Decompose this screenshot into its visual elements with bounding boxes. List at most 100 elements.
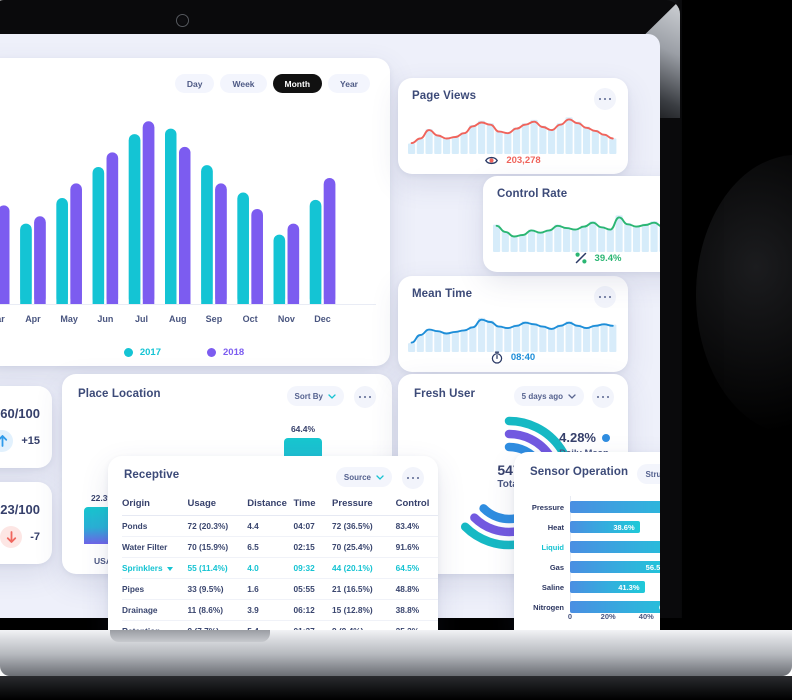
control-rate-value: 39.4%: [594, 252, 622, 264]
table-cell-distance: 4.0: [247, 563, 259, 573]
table-row[interactable]: Sprinklers 55 (11.4%) 4.0 09:32 44 (20.1%) 64…: [122, 558, 438, 579]
sensor-bar: 56.5%: [570, 561, 660, 573]
sensor-bar-value: 38.6%: [613, 522, 635, 532]
place-location-menu-button[interactable]: [354, 386, 376, 408]
page-views-value: 203,278: [506, 155, 541, 166]
structure-label: Structure: [645, 469, 660, 479]
table-cell-control: 25.3%: [396, 626, 438, 630]
x-axis-label: Dec: [314, 314, 331, 324]
sort-by-dropdown[interactable]: Sort By: [286, 386, 344, 406]
sensor-row-label: Pressure: [531, 502, 564, 512]
arrow-up-icon: [0, 430, 14, 452]
sensor-x-tick: 20%: [600, 612, 616, 621]
timeframe-week[interactable]: Week: [220, 74, 267, 93]
table-cell-usage: 70 (15.9%): [187, 542, 229, 552]
table-cell-origin: Water Filter: [122, 542, 168, 552]
table-cell-usage: 11 (8.6%): [187, 605, 224, 615]
chart-legend: 2017 2018: [0, 347, 390, 358]
sensor-row-label: Heat: [547, 522, 564, 532]
control-rate-title: Control Rate: [497, 188, 568, 200]
caret-down-icon: [166, 567, 173, 571]
table-cell-time: 04:07: [293, 521, 315, 531]
sensor-bar: 38.6%: [570, 521, 640, 533]
receptive-menu-button[interactable]: [402, 467, 424, 489]
sensor-row: Saline 41.3%: [524, 578, 660, 596]
table-header-cell: Control: [395, 498, 430, 509]
mean-time-menu-button[interactable]: [594, 286, 616, 308]
chevron-down-icon: [568, 393, 576, 399]
x-axis-label: Aug: [169, 314, 187, 324]
table-cell-time: 01:37: [294, 626, 333, 630]
timeframe-day[interactable]: Day: [174, 74, 215, 93]
table-header-row: Origin Usage Distance Time Pressure Control: [122, 492, 438, 516]
fresh-user-period-label: 5 days ago: [521, 391, 563, 401]
sensor-bar-track: 38.6%: [570, 521, 660, 533]
table-cell-control: 64.5%: [395, 563, 420, 573]
table-row[interactable]: Retention9 (7.7%)5.401:379 (9.4%)25.3%: [122, 621, 438, 630]
chevron-down-icon: [376, 474, 384, 480]
table-cell-time: 02:15: [293, 542, 315, 552]
page-views-footer: 203,278: [398, 155, 628, 166]
sensor-bar-value: 56.5%: [645, 562, 660, 572]
clock-icon: [491, 351, 503, 364]
page-views-menu-button[interactable]: [594, 88, 616, 110]
score-card-second: 23/100 -7: [0, 482, 52, 564]
arrow-down-icon: [0, 526, 23, 548]
table-cell-time: 09:32: [293, 563, 315, 573]
place-location-title: Place Location: [78, 388, 161, 400]
control-rate-footer: 39.4%: [483, 252, 660, 264]
control-rate-card: Control Rate 39.4%: [483, 176, 660, 272]
table-cell-control: 91.6%: [395, 542, 420, 552]
fresh-user-menu-button[interactable]: [592, 386, 614, 408]
table-cell-distance: 3.9: [247, 605, 259, 615]
page-views-title: Page Views: [412, 90, 477, 102]
table-row[interactable]: Water Filter 70 (15.9%) 6.5 02:15 70 (25.4%)…: [122, 537, 438, 558]
table-row[interactable]: Drainage 11 (8.6%) 3.9 06:12 15 (12.8%) 38.8%: [122, 600, 438, 621]
legend-dot-2017: [123, 348, 133, 357]
sensor-row: Heat 38.6%: [524, 518, 660, 536]
sort-by-label: Sort By: [294, 391, 323, 401]
receptive-table: Origin Usage Distance Time Pressure Control Po…: [122, 492, 438, 630]
sensor-bar-track: 41.3%: [570, 581, 660, 593]
place-location-x-label: USA: [94, 556, 112, 566]
timeframe-year[interactable]: Year: [328, 74, 370, 93]
table-cell-time: 06:12: [293, 605, 315, 615]
fresh-user-total-label: Total: [497, 479, 521, 490]
table-row[interactable]: Pipes 33 (9.5%) 1.6 05:55 21 (16.5%) 48.8%: [122, 579, 438, 600]
table-cell-origin: Ponds: [122, 521, 148, 531]
laptop-shadow: [0, 676, 792, 700]
table-row[interactable]: Ponds 72 (20.3%) 4.4 04:07 72 (36.5%) 83.4%: [122, 516, 438, 537]
table-cell-control: 38.8%: [395, 605, 420, 615]
timeframe-month[interactable]: Month: [272, 74, 323, 93]
table-cell-origin: Drainage: [122, 605, 158, 615]
structure-dropdown[interactable]: Structure: [637, 464, 660, 484]
legend-dot-2018: [207, 348, 216, 357]
mean-time-sparkline: [408, 317, 617, 352]
table-header-cell: Usage: [187, 498, 217, 509]
score-value: 23/100: [0, 502, 40, 517]
score-delta: -7: [30, 531, 40, 543]
table-cell-pressure: 70 (25.4%): [332, 542, 373, 552]
sensor-x-axis: 020%40%60%80%: [567, 612, 660, 622]
x-axis-label: Jun: [97, 314, 114, 324]
sensor-bar-track: 68.4%: [570, 541, 660, 553]
sensor-row-label: Nitrogen: [533, 602, 564, 612]
table-cell-distance: 6.5: [247, 542, 259, 552]
table-header-cell: Origin: [122, 498, 150, 509]
sensor-row: Gas 56.5%: [524, 558, 660, 576]
sensor-row-label: Liquid: [541, 542, 565, 552]
sensor-x-tick: 40%: [638, 612, 654, 621]
sensor-x-tick: 0: [567, 612, 573, 621]
control-rate-sparkline: [493, 215, 660, 252]
sensor-bar-track: 56.5%: [570, 561, 660, 573]
legend-item-2018: 2018: [207, 347, 244, 358]
fresh-user-period-dropdown[interactable]: 5 days ago: [513, 386, 584, 406]
source-dropdown[interactable]: Source: [335, 467, 392, 487]
mean-time-value: 08:40: [510, 352, 536, 363]
legend-item-2017: 2017: [123, 347, 161, 358]
source-label: Source: [343, 472, 371, 482]
x-axis-label: May: [60, 314, 78, 324]
timeframe-segmented-control[interactable]: Day Week Month Year: [174, 74, 370, 93]
x-axis-label: Jul: [135, 314, 149, 324]
